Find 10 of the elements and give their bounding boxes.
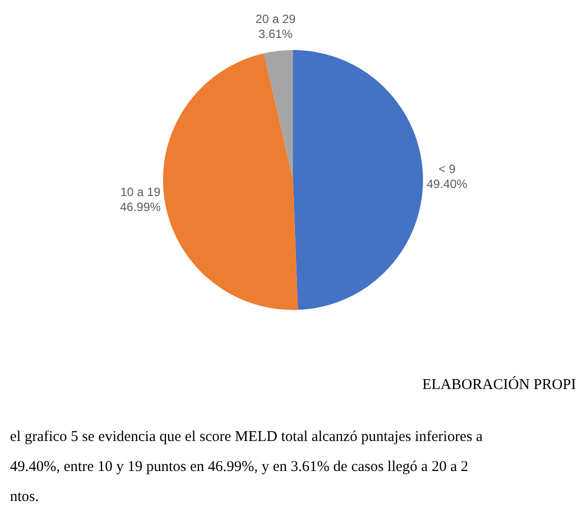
slice-label: < 9 [438, 162, 456, 176]
data-label: 46.99% [120, 200, 162, 214]
text: ELABORACIÓN PROPI [421, 375, 577, 395]
text: el grafico 5 se evidencia que el score MELD total alcanzó puntajes inferiores a [9, 428, 484, 447]
data-label: 49.40% [426, 176, 468, 191]
data-label: 3.61% [258, 26, 293, 41]
text: ntos. [9, 488, 40, 507]
slice-label: 20 a 29 [256, 12, 296, 26]
slice-label: 10 a 19 [120, 185, 161, 200]
text: 49.40%, entre 10 y 19 puntos en 46.99%, y en 3.61% de casos llegó a 20 a 2 [9, 458, 470, 477]
